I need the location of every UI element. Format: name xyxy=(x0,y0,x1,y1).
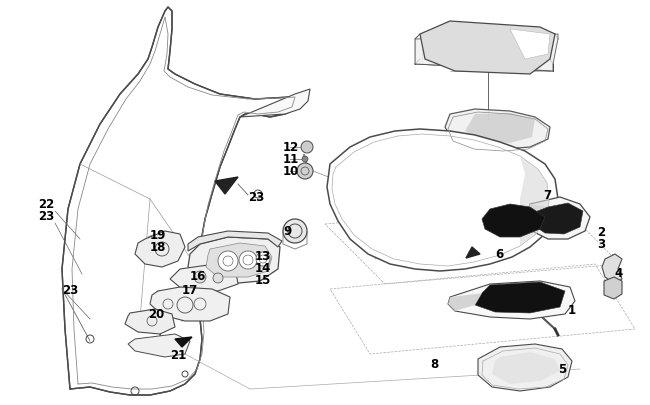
Polygon shape xyxy=(188,237,280,284)
Text: 16: 16 xyxy=(190,270,207,283)
Text: 13: 13 xyxy=(255,250,271,263)
Text: 6: 6 xyxy=(495,248,503,261)
Text: 23: 23 xyxy=(62,284,78,297)
Polygon shape xyxy=(520,157,549,246)
Circle shape xyxy=(213,273,223,283)
Polygon shape xyxy=(526,198,590,239)
Circle shape xyxy=(283,220,307,243)
Text: 22: 22 xyxy=(38,198,54,211)
Polygon shape xyxy=(492,352,560,384)
Polygon shape xyxy=(175,337,192,347)
Polygon shape xyxy=(448,281,575,319)
Polygon shape xyxy=(475,282,565,313)
Polygon shape xyxy=(206,243,272,277)
Text: 10: 10 xyxy=(283,165,299,178)
Polygon shape xyxy=(150,287,230,321)
Polygon shape xyxy=(602,254,622,284)
Polygon shape xyxy=(448,293,482,311)
Text: 1: 1 xyxy=(568,304,576,317)
Circle shape xyxy=(297,164,313,179)
Text: 4: 4 xyxy=(614,267,622,280)
Circle shape xyxy=(302,157,308,162)
Polygon shape xyxy=(526,205,548,226)
Text: 5: 5 xyxy=(558,362,566,375)
Text: 19: 19 xyxy=(150,229,166,242)
Polygon shape xyxy=(240,90,310,118)
Text: 11: 11 xyxy=(283,153,299,166)
Polygon shape xyxy=(604,277,622,299)
Polygon shape xyxy=(128,334,190,357)
Polygon shape xyxy=(533,203,583,234)
Polygon shape xyxy=(420,22,555,75)
Circle shape xyxy=(256,252,270,266)
Text: 21: 21 xyxy=(170,349,187,362)
Circle shape xyxy=(218,252,238,271)
Polygon shape xyxy=(478,344,572,391)
Polygon shape xyxy=(466,247,480,258)
Text: 7: 7 xyxy=(543,189,551,202)
Text: 14: 14 xyxy=(255,262,272,275)
Circle shape xyxy=(239,252,257,269)
Text: 9: 9 xyxy=(283,225,291,238)
Text: 18: 18 xyxy=(150,241,166,254)
Polygon shape xyxy=(170,264,238,291)
Polygon shape xyxy=(445,110,550,149)
Circle shape xyxy=(194,271,206,284)
Text: 3: 3 xyxy=(597,238,605,251)
Polygon shape xyxy=(465,114,535,144)
Polygon shape xyxy=(482,205,545,237)
Polygon shape xyxy=(188,231,282,252)
Text: 20: 20 xyxy=(148,308,164,321)
Text: 17: 17 xyxy=(182,284,198,297)
Text: 8: 8 xyxy=(430,358,438,371)
Circle shape xyxy=(301,142,313,153)
Text: 23: 23 xyxy=(38,210,54,223)
Polygon shape xyxy=(62,8,305,395)
Polygon shape xyxy=(125,309,175,334)
Polygon shape xyxy=(135,231,185,267)
Polygon shape xyxy=(510,30,550,60)
Text: 2: 2 xyxy=(597,226,605,239)
Polygon shape xyxy=(327,130,558,271)
Polygon shape xyxy=(415,35,558,72)
Text: 23: 23 xyxy=(248,191,265,204)
Text: 12: 12 xyxy=(283,141,299,154)
Text: 15: 15 xyxy=(255,274,272,287)
Polygon shape xyxy=(215,177,238,194)
